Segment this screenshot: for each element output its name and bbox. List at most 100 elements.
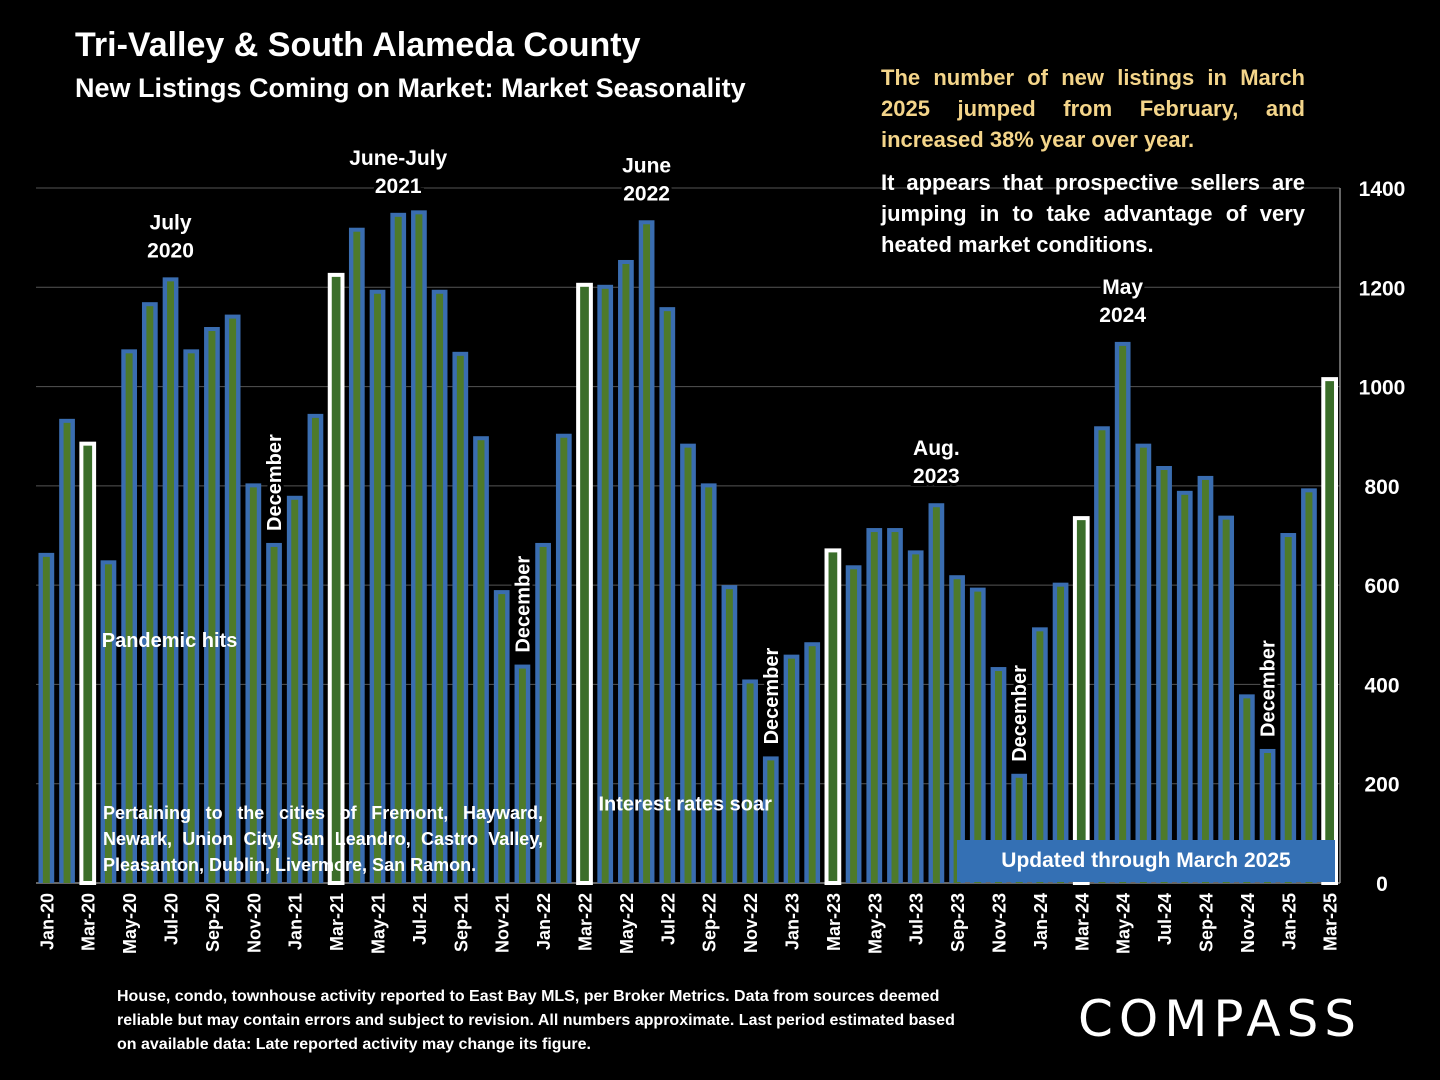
x-tick-label: Mar-24	[1072, 893, 1092, 951]
chart-subtitle: New Listings Coming on Market: Market Se…	[75, 73, 746, 103]
bar-inner	[104, 564, 112, 883]
x-tick-label: Jan-20	[37, 893, 57, 950]
bar-inner	[1015, 777, 1023, 883]
y-tick-label: 400	[1364, 674, 1399, 697]
december-label: December	[1258, 640, 1280, 737]
peak-annotation: 2024	[1099, 304, 1146, 327]
x-tick-label: Nov-20	[244, 893, 264, 953]
bar-inner	[187, 353, 195, 883]
peak-annotation: 2021	[375, 175, 422, 198]
bar-inner	[663, 311, 671, 884]
bar-inner	[995, 671, 1002, 883]
bar-inner	[974, 591, 982, 883]
bar-march	[576, 282, 593, 885]
bar-inner	[788, 658, 795, 883]
y-tick-label: 0	[1376, 873, 1388, 896]
x-tick-label: May-21	[369, 893, 389, 954]
x-tick-label: Jan-23	[782, 893, 802, 950]
bar-inner	[622, 263, 630, 883]
x-tick-label: Jul-22	[658, 893, 678, 945]
bar-inner	[353, 231, 361, 883]
bar-inner	[456, 355, 464, 884]
bar-inner	[1305, 492, 1313, 883]
bar-inner	[1057, 586, 1065, 883]
bar-inner	[953, 579, 961, 883]
bar-inner	[1243, 698, 1251, 883]
x-tick-label: May-20	[120, 893, 140, 954]
bar-march	[327, 272, 345, 885]
y-tick-label: 800	[1364, 476, 1399, 499]
y-tick-label: 600	[1364, 575, 1399, 598]
bar-inner	[1119, 345, 1127, 884]
x-tick-label: May-22	[617, 893, 637, 954]
peak-annotation: June	[622, 154, 671, 177]
x-tick-label: Nov-23	[989, 893, 1009, 953]
chart-title: Tri-Valley & South Alameda County	[75, 26, 641, 64]
bar-inner	[725, 589, 733, 883]
peak-annotation: 2022	[623, 182, 670, 205]
bar-inner	[912, 554, 920, 883]
bar-inner	[477, 440, 485, 883]
commentary-highlight: The number of new listings in March 2025…	[881, 65, 1305, 152]
updated-badge: Updated through March 2025	[957, 840, 1335, 882]
bar-inner	[1264, 752, 1272, 883]
x-tick-label: Jan-21	[286, 893, 306, 950]
december-label: December	[761, 647, 783, 744]
bar-inner	[518, 668, 526, 883]
x-tick-label: Jan-25	[1279, 893, 1299, 950]
bar-inner	[808, 646, 816, 883]
bar-inner	[146, 306, 154, 883]
y-tick-label: 1200	[1359, 277, 1406, 300]
peak-annotation: Aug.	[913, 437, 960, 460]
bar-inner	[1036, 631, 1044, 883]
december-label: December	[1009, 665, 1031, 762]
bar-inner	[1139, 447, 1147, 883]
y-tick-label: 1000	[1359, 377, 1406, 400]
bar-inner	[394, 216, 402, 884]
bar-march	[79, 441, 97, 885]
x-tick-label: Mar-20	[79, 893, 99, 951]
bar-inner	[705, 487, 713, 883]
x-tick-label: Jul-23	[907, 893, 927, 945]
bar-inner	[1181, 494, 1189, 883]
bar-inner	[415, 214, 423, 883]
x-tick-label: Sep-23	[948, 893, 968, 952]
cities-note: Pertaining to the cities of Fremont, Hay…	[103, 803, 543, 875]
bar-inner	[125, 353, 133, 883]
bar-inner	[643, 224, 651, 884]
bar-inner	[932, 507, 940, 883]
bar-inner	[208, 331, 216, 883]
x-tick-label: May-24	[1114, 893, 1134, 954]
bar-inner	[891, 532, 899, 883]
bar-march	[824, 548, 842, 886]
bar-inner	[270, 546, 278, 883]
x-tick-label: Nov-24	[1238, 893, 1258, 953]
bar-inner	[601, 288, 609, 883]
bar-inner	[42, 556, 50, 883]
december-label: December	[512, 556, 534, 653]
footnote: House, condo, townhouse activity reporte…	[117, 988, 955, 1053]
x-tick-label: Jul-24	[1155, 893, 1175, 945]
bar-inner	[850, 569, 858, 883]
x-tick-label: Jan-24	[1031, 893, 1051, 950]
bar-inner	[229, 318, 237, 883]
peak-annotation: May	[1102, 276, 1143, 299]
peak-annotation: 2020	[147, 239, 194, 262]
peak-annotation: July	[150, 211, 192, 234]
bar-inner	[1160, 470, 1168, 883]
x-tick-label: Mar-25	[1321, 893, 1341, 951]
x-tick-label: Jan-22	[534, 893, 554, 950]
bar-inner	[870, 532, 878, 883]
peak-annotation: 2023	[913, 465, 960, 488]
x-tick-label: May-23	[865, 893, 885, 954]
bar-inner	[767, 760, 775, 883]
event-label: Interest rates soar	[599, 794, 773, 816]
x-tick-label: Mar-22	[576, 893, 596, 951]
x-tick-label: Sep-21	[451, 893, 471, 952]
y-tick-label: 1400	[1359, 178, 1406, 201]
bar-inner	[746, 683, 754, 883]
bar-inner	[291, 499, 299, 883]
event-label: Pandemic hits	[102, 630, 238, 652]
bar-inner	[311, 417, 319, 883]
x-tick-label: Mar-21	[327, 893, 347, 951]
